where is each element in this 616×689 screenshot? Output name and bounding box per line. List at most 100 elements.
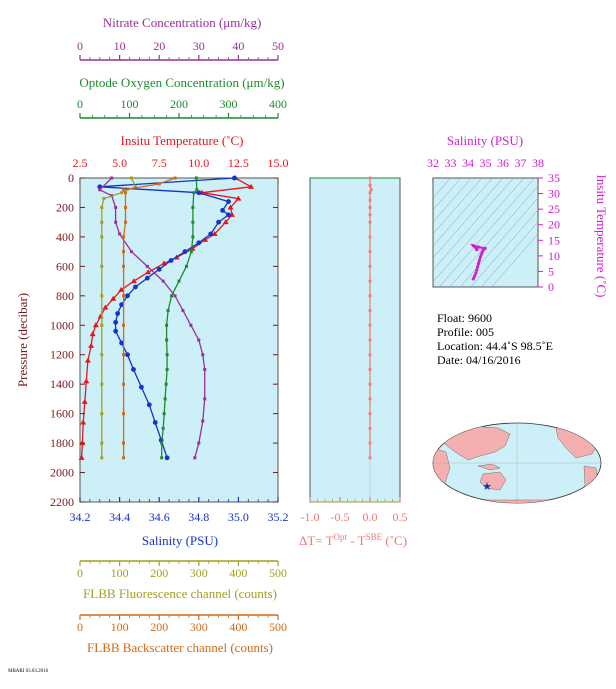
- insitu-temperature-point: [83, 378, 90, 384]
- oxygen-tick-label: 300: [220, 97, 238, 111]
- oxygen-tick-label: 100: [121, 97, 139, 111]
- flbb-backscatter-channel-point: [122, 456, 126, 460]
- salinity-tick-label: 34.4: [109, 510, 130, 524]
- ts-density-contour: [433, 178, 525, 283]
- ts-salinity-axis-label: Salinity (PSU): [447, 133, 523, 148]
- optode-oxygen-concentration-point: [191, 235, 195, 239]
- nitrate-concentration-point: [173, 294, 177, 298]
- optode-oxygen-concentration-point: [166, 309, 170, 313]
- backscatter-tick-label: 200: [150, 620, 168, 634]
- ts-salinity-tick-label: 36: [497, 156, 509, 170]
- flbb-backscatter-channel-point: [122, 235, 126, 239]
- salinity-tick-label: 35.0: [228, 510, 249, 524]
- nitrate-tick-label: 20: [153, 39, 165, 53]
- ts-temperature-tick-label: 10: [548, 249, 560, 263]
- salinity-point: [232, 175, 237, 181]
- fluorescence-tick-label: 0: [77, 566, 83, 580]
- nitrate-concentration-point: [129, 250, 133, 254]
- dt-tick-label: -0.5: [331, 510, 350, 524]
- salinity-point: [119, 302, 124, 308]
- flbb-backscatter-channel-point: [122, 250, 126, 254]
- nitrate-concentration-point: [181, 309, 185, 313]
- ts-salinity-tick-label: 32: [427, 156, 439, 170]
- ts-point: [483, 246, 487, 250]
- nitrate-concentration-point: [201, 353, 205, 357]
- dt-point: [368, 235, 372, 239]
- ts-temperature-tick-label: 30: [548, 187, 560, 201]
- pressure-tick-label: 1600: [50, 407, 74, 421]
- oxygen-tick-label: 400: [269, 97, 287, 111]
- fluorescence-tick-label: 500: [269, 566, 287, 580]
- fluorescence-axis: 0 100 200 300 400 500 FLBB Fluorescence chann…: [77, 560, 287, 601]
- flbb-fluorescence-channel-point: [100, 412, 104, 416]
- dt-point: [368, 176, 372, 180]
- ts-salinity-tick-label: 34: [462, 156, 474, 170]
- insitu-temperature-point: [145, 269, 152, 275]
- flbb-backscatter-channel-point: [122, 382, 126, 386]
- map-indonesia: [477, 463, 501, 471]
- nitrate-tick-label: 30: [193, 39, 205, 53]
- insitu-temperature-point: [81, 398, 88, 404]
- profile-number: Profile: 005: [437, 325, 494, 339]
- ts-point: [476, 265, 480, 269]
- nitrate-tick-label: 10: [114, 39, 126, 53]
- salinity-point: [196, 240, 202, 246]
- flbb-backscatter-channel-point: [124, 220, 128, 224]
- ts-temperature-tick-label: 5: [548, 264, 554, 278]
- salinity-point: [226, 212, 231, 218]
- ts-salinity-tick-label: 37: [515, 156, 527, 170]
- pressure-tick-label: 1400: [50, 377, 74, 391]
- insitu-temperature-point: [80, 419, 87, 425]
- dt-point: [368, 250, 372, 254]
- flbb-backscatter-channel-point: [122, 323, 126, 327]
- ts-density-contour: [433, 178, 493, 247]
- temperature-tick-label: 5.0: [112, 156, 127, 170]
- flbb-fluorescence-channel-point: [100, 441, 104, 445]
- ts-density-contour: [438, 178, 535, 287]
- ts-point: [476, 262, 481, 266]
- nitrate-concentration-point: [197, 441, 201, 445]
- ts-density-contour: [433, 178, 462, 211]
- nitrate-concentration-point: [197, 338, 201, 342]
- optode-oxygen-concentration-point: [165, 338, 169, 342]
- salinity-point: [125, 352, 130, 358]
- insitu-temperature-point: [102, 304, 109, 310]
- optode-oxygen-concentration-point: [165, 353, 169, 357]
- salinity-point: [164, 455, 170, 461]
- nitrate-axis-label: Nitrate Concentration (μm/kg): [103, 15, 262, 30]
- ts-density-contour: [433, 178, 504, 259]
- insitu-temperature-point: [89, 331, 96, 337]
- optode-oxygen-concentration-point: [165, 323, 169, 327]
- oxygen-tick-label: 0: [77, 97, 83, 111]
- pressure-tick-label: 400: [56, 230, 74, 244]
- ts-plot-area: [432, 177, 539, 288]
- pressure-tick-label: 2200: [50, 495, 74, 509]
- ts-salinity-tick-label: 33: [445, 156, 457, 170]
- nitrate-concentration-point: [118, 232, 122, 236]
- temperature-tick-label: 7.5: [152, 156, 167, 170]
- backscatter-axis-label: FLBB Backscatter channel (counts): [87, 640, 273, 655]
- nitrate-concentration-point: [98, 188, 102, 192]
- optode-oxygen-concentration-point: [163, 397, 167, 401]
- dt-point: [368, 191, 372, 195]
- footer-note: MBARI 03.03.2016: [8, 669, 49, 674]
- optode-oxygen-concentration-point: [160, 456, 164, 460]
- flbb-backscatter-channel-point: [157, 182, 161, 186]
- salinity-point: [131, 367, 136, 372]
- flbb-fluorescence-channel-point: [120, 191, 124, 195]
- nitrate-tick-label: 50: [272, 39, 284, 53]
- ts-temperature-axis-label: Insitu Temperature (˚C): [594, 174, 609, 297]
- optode-oxygen-concentration-point: [165, 367, 169, 371]
- insitu-temperature-point: [130, 278, 137, 284]
- ts-point: [474, 271, 478, 275]
- flbb-fluorescence-channel-point: [100, 235, 104, 239]
- salinity-point: [152, 420, 158, 425]
- insitu-temperature-point: [92, 322, 99, 328]
- salinity-tick-label: 34.8: [188, 510, 209, 524]
- salinity-axis-label: Salinity (PSU): [142, 533, 218, 548]
- pressure-axis-label: Pressure (decibar): [15, 293, 30, 387]
- dt-point: [368, 206, 372, 209]
- ts-density-contour: [433, 178, 451, 199]
- insitu-temperature-point: [227, 204, 234, 210]
- nitrate-concentration-point: [110, 176, 114, 180]
